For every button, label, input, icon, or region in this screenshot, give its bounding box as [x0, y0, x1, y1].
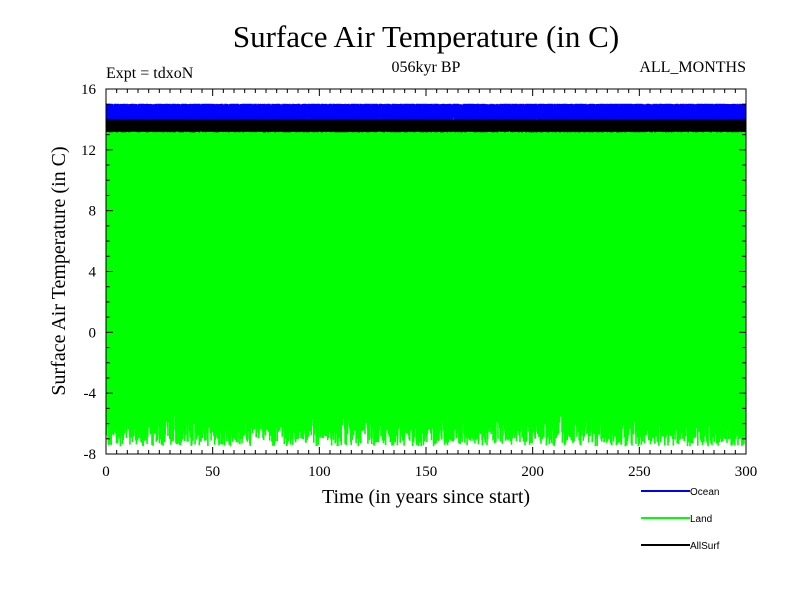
x-tick-label: 150	[415, 464, 438, 480]
y-tick-label: -4	[84, 386, 97, 402]
x-tick-label: 300	[735, 464, 758, 480]
plot-series-group	[106, 103, 746, 447]
x-axis-label: Time (in years since start)	[322, 486, 530, 508]
x-tick-label: 250	[628, 464, 651, 480]
legend-label-allsurf: AllSurf	[690, 541, 720, 552]
experiment-label: Expt = tdxoN	[106, 65, 194, 82]
y-tick-label: 0	[89, 325, 97, 341]
legend: Ocean Land AllSurf	[641, 487, 720, 552]
x-tick-label: 0	[102, 464, 110, 480]
series-ocean-line	[106, 103, 746, 121]
y-tick-label: 4	[89, 265, 97, 281]
y-tick-label: -8	[84, 447, 97, 463]
series-allsurf-line	[106, 118, 746, 133]
x-tick-label: 200	[521, 464, 544, 480]
axes: 0 50 100 150 200 250 300 -8 -4 0 4 8 12 16	[81, 82, 757, 480]
series-land-line	[106, 114, 746, 447]
legend-label-land: Land	[690, 514, 712, 525]
legend-label-ocean: Ocean	[690, 487, 719, 498]
y-tick-label: 8	[89, 204, 97, 220]
chart-title: Surface Air Temperature (in C)	[233, 19, 619, 54]
x-tick-label: 100	[308, 464, 331, 480]
period-label: 056kyr BP	[392, 59, 461, 76]
y-tick-label: 12	[81, 143, 96, 159]
months-label: ALL_MONTHS	[639, 59, 746, 76]
y-tick-label: 16	[81, 82, 97, 98]
y-axis-label: Surface Air Temperature (in C)	[48, 146, 70, 395]
x-tick-label: 50	[205, 464, 220, 480]
